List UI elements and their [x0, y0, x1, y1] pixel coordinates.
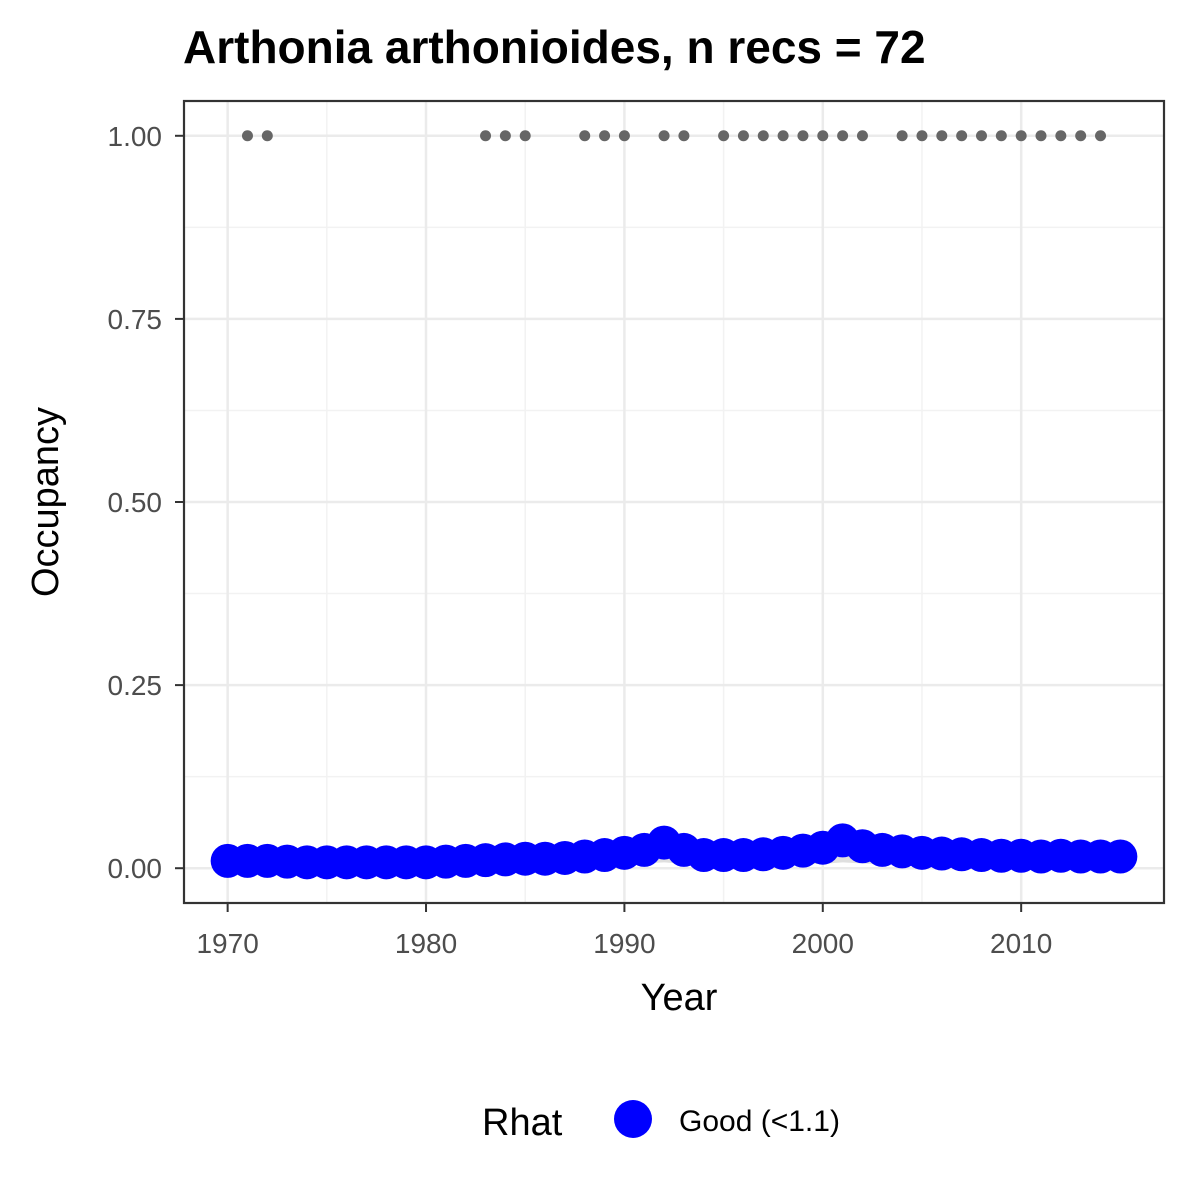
record-point: [480, 130, 492, 142]
y-axis: 0.00 0.25 0.50 0.75 1.00: [108, 121, 184, 884]
occupancy-point: [1103, 839, 1138, 874]
record-point: [757, 130, 769, 142]
record-point: [777, 130, 789, 142]
record-points: [241, 130, 1107, 142]
occupancy-points: [210, 823, 1138, 880]
y-tick-label: 0.50: [108, 487, 163, 518]
record-point: [916, 130, 928, 142]
record-point: [896, 130, 908, 142]
record-point: [718, 130, 730, 142]
record-point: [618, 130, 630, 142]
legend-swatch-good: [614, 1100, 652, 1138]
x-tick-label: 2000: [792, 928, 854, 959]
record-point: [1035, 130, 1047, 142]
record-point: [975, 130, 987, 142]
record-point: [817, 130, 829, 142]
record-point: [956, 130, 968, 142]
x-axis-title: Year: [641, 977, 718, 1019]
y-tick-label: 1.00: [108, 121, 163, 152]
record-point: [995, 130, 1007, 142]
record-point: [678, 130, 690, 142]
x-axis: 1970 1980 1990 2000 2010: [196, 903, 1052, 959]
y-axis-title: Occupancy: [25, 407, 67, 597]
chart-title: Arthonia arthonioides, n recs = 72: [183, 21, 926, 73]
legend-title: Rhat: [482, 1102, 563, 1144]
record-point: [1055, 130, 1067, 142]
record-point: [241, 130, 253, 142]
record-point: [519, 130, 531, 142]
record-point: [837, 130, 849, 142]
record-point: [936, 130, 948, 142]
legend-label-good: Good (<1.1): [679, 1105, 840, 1138]
legend: Rhat Good (<1.1): [482, 1100, 840, 1144]
record-point: [797, 130, 809, 142]
y-tick-label: 0.00: [108, 853, 163, 884]
record-point: [261, 130, 273, 142]
record-point: [737, 130, 749, 142]
y-tick-label: 0.75: [108, 304, 163, 335]
x-tick-label: 1990: [593, 928, 655, 959]
record-point: [599, 130, 611, 142]
record-point: [499, 130, 511, 142]
x-tick-label: 1980: [395, 928, 457, 959]
record-point: [1095, 130, 1107, 142]
y-tick-label: 0.25: [108, 670, 163, 701]
major-grid: [184, 101, 1164, 903]
record-point: [1075, 130, 1087, 142]
record-point: [579, 130, 591, 142]
record-point: [856, 130, 868, 142]
x-tick-label: 2010: [990, 928, 1052, 959]
record-point: [1015, 130, 1027, 142]
record-point: [658, 130, 670, 142]
x-tick-label: 1970: [196, 928, 258, 959]
